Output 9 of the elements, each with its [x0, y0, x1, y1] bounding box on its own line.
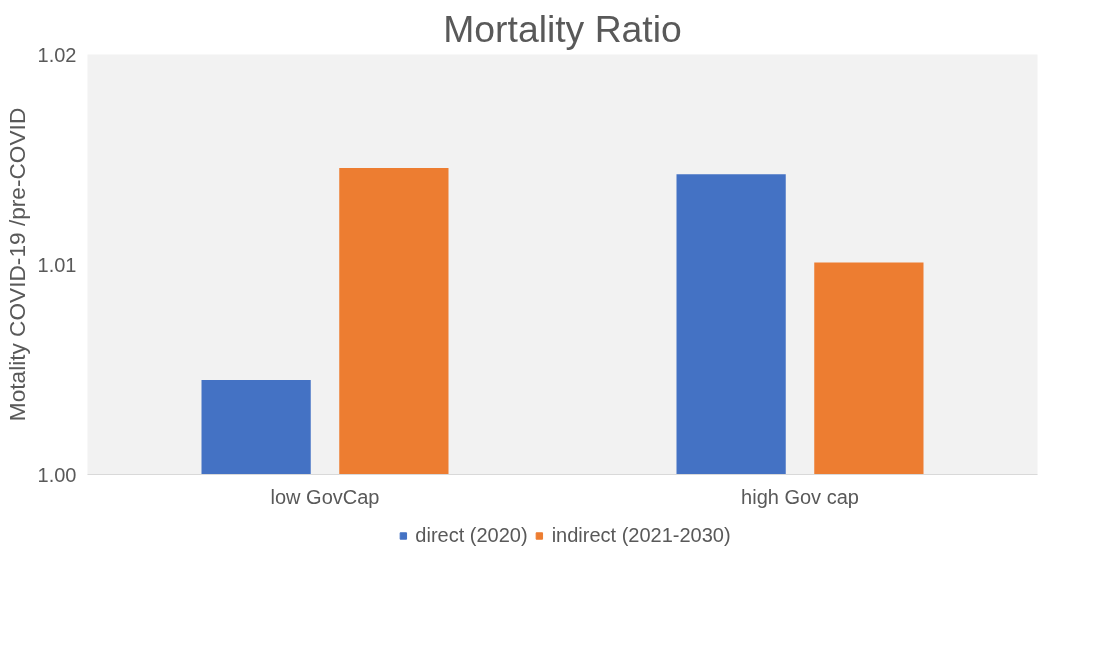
y-tick-label: 1.01 [37, 253, 77, 276]
x-tick-label: low GovCap [270, 485, 380, 508]
y-tick-label: 1.00 [37, 463, 77, 486]
chart-title: Mortality Ratio [443, 7, 682, 50]
legend-label: direct (2020) [415, 523, 528, 547]
y-axis-title: Motality COVID-19 /pre-COVID [3, 107, 30, 422]
x-tick-label: high Gov cap [741, 485, 859, 508]
y-tick-label: 1.02 [37, 43, 77, 66]
legend-label: indirect (2021-2030) [551, 523, 731, 547]
